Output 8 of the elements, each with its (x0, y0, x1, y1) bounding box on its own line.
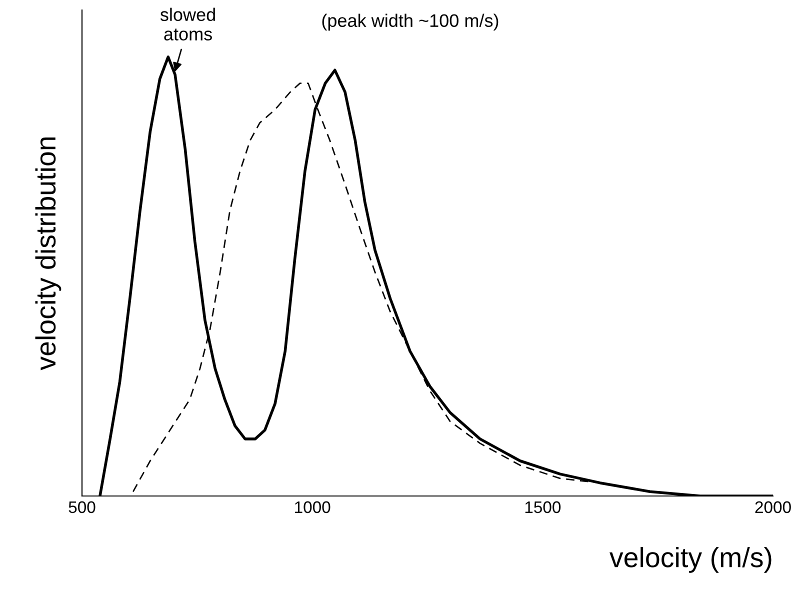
x-tick-label: 500 (68, 501, 96, 514)
text: (peak width ~100 m/s) (322, 14, 498, 31)
y-axis-title: velocity distribution (35, 137, 62, 370)
x-tick-label: 1000 (295, 501, 330, 514)
x-tick-label: 1500 (525, 501, 561, 514)
x-axis-title: velocity (m/s) (610, 546, 772, 573)
x-tick-label: 2000 (755, 501, 791, 514)
annotation: slowed atoms (160, 8, 215, 40)
